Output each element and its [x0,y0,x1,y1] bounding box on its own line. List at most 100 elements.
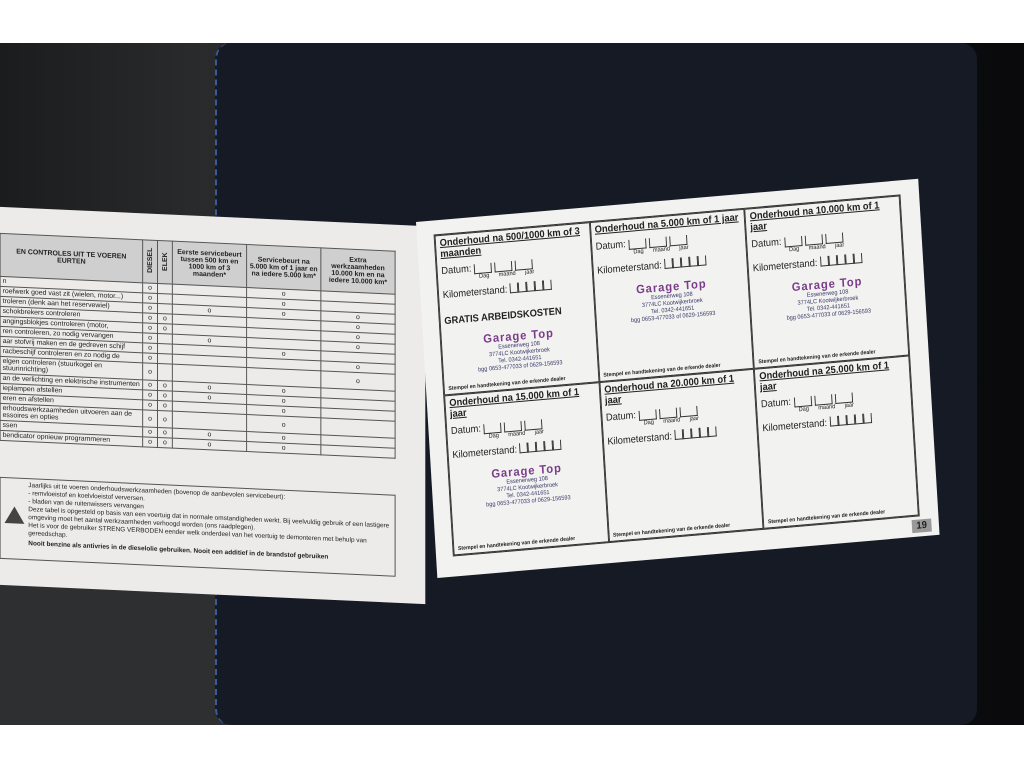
km-boxes [664,255,707,272]
service-grid: Onderhoud na 500/1000 km of 3 maanden Dat… [433,194,920,557]
notice-box: Jaarlijks uit te voeren onderhoudswerkza… [0,476,396,577]
check-cell: o [157,380,173,392]
check-mark: o [281,434,286,442]
check-mark: o [148,354,153,362]
km-label: Kilometerstand: [596,260,663,277]
check-mark: o [356,334,360,342]
check-mark: o [148,334,153,342]
date-part: maand [652,246,671,254]
date-part: jaar [689,415,700,423]
entry-box [543,279,553,291]
column-header: Extra werkzaamheden 10.000 km en na iede… [320,247,396,295]
check-cell: o [157,313,173,325]
check-cell: o [157,410,173,429]
check-cell: o [142,436,158,448]
km-row: Kilometerstand: [762,410,908,436]
check-cell: o [142,352,158,364]
km-row: Kilometerstand: [442,277,588,303]
check-mark: o [148,428,153,436]
check-cell: o [142,292,158,304]
km-label: Kilometerstand: [762,417,828,435]
check-mark: o [356,377,360,385]
dealer-stamp: Garage Top Essenerweg 108 3774LC Kootwijke… [445,323,593,378]
check-cell: o [142,312,158,324]
check-mark: o [148,401,153,409]
check-mark: o [162,402,167,410]
column-header: ELEK [157,240,173,285]
check-mark: o [148,324,153,332]
check-cell [157,353,173,365]
column-header: EN CONTROLES UIT TE VOEREN EURTEN [0,233,143,283]
check-mark: o [148,314,153,322]
check-mark: o [207,431,212,439]
km-boxes [819,253,863,270]
check-cell: o [157,400,173,412]
entry-box [483,422,502,434]
check-mark: o [148,368,153,376]
date-label: Datum: [605,410,637,424]
right-page: Onderhoud na 500/1000 km of 3 maanden Dat… [416,178,940,579]
check-mark: o [148,391,153,399]
date-label: Datum: [595,239,627,253]
dealer-stamp: Garage Top Essenerweg 108 3774LC Kootwijke… [598,273,746,328]
check-cell: o [157,323,173,335]
date-part: maand [818,404,836,412]
check-mark: o [281,387,286,395]
check-mark: o [162,415,167,423]
entry-box [628,237,647,250]
check-cell: o [142,399,158,411]
check-cell: o [142,409,158,428]
check-mark: o [162,382,167,390]
check-mark: o [356,344,360,352]
check-cell: o [172,438,247,452]
check-mark: o [356,364,360,372]
entry-box [552,439,562,451]
check-mark: o [281,444,286,452]
date-label: Datum: [751,236,782,251]
date-part: maand [808,244,826,252]
date-part: jaar [834,242,845,250]
date-part: Dag [478,272,490,280]
entry-box [473,262,493,274]
check-mark: o [356,314,360,322]
entry-box [862,413,872,424]
km-row: Kilometerstand: [452,437,598,463]
check-mark: o [162,429,167,437]
service-cell: Onderhoud na 10.000 km of 1 jaar Datum: Da… [744,195,910,369]
check-cell [157,343,173,355]
signature-label: Stempel en handtekening van de erkende d… [767,509,886,526]
check-cell: o [142,332,158,344]
check-cell: o [142,379,158,391]
column-header: Eerste servicebeurt tussen 500 km en 100… [172,241,247,288]
check-mark: o [207,441,212,449]
date-label: Datum: [760,396,792,411]
date-label: Datum: [450,423,482,438]
service-cell: Onderhoud na 25.000 km of 1 jaar Datum: Da… [754,355,919,529]
check-mark: o [162,315,167,323]
check-cell: o [157,427,173,439]
check-cell [157,363,173,382]
entry-box [793,395,812,408]
check-mark: o [148,304,153,312]
check-mark: o [148,415,153,423]
date-part: Dag [788,246,800,254]
check-mark: o [281,421,286,429]
dealer-stamp: Garage Top Essenerweg 108 3774LC Kootwijke… [754,271,902,326]
check-cell: o [157,390,173,402]
service-cell: Onderhoud na 20.000 km of 1 jaar Datum: Da… [599,368,764,543]
check-mark: o [148,294,153,302]
km-boxes [509,279,553,297]
date-part: maand [508,430,526,439]
header-text: Extra werkzaamheden 10.000 km en na iede… [328,256,388,287]
check-mark: o [281,350,286,358]
check-cell [157,283,173,295]
date-part: Dag [633,248,644,256]
check-cell: o [142,389,158,401]
maintenance-table: EN CONTROLES UIT TE VOEREN EURTEN DIESEL E… [0,233,396,459]
header-text: Servicebeurt na 5.000 km of 1 jaar en na… [249,256,318,280]
km-row: Kilometerstand: [607,423,753,449]
date-part: Dag [488,432,500,440]
check-cell: o [142,426,158,438]
header-text: DIESEL [146,247,154,274]
check-mark: o [207,337,212,345]
